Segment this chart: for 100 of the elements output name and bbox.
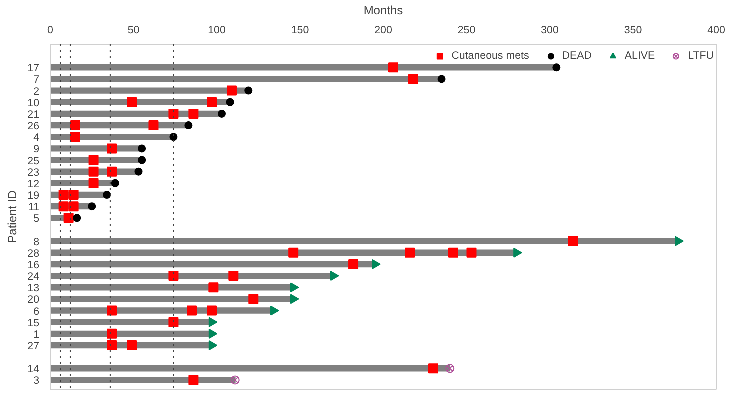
y-tick-label: 2 bbox=[34, 86, 40, 98]
point bbox=[188, 108, 199, 119]
point bbox=[208, 328, 218, 339]
x-tick-label: 0 bbox=[48, 24, 54, 36]
point bbox=[428, 364, 438, 374]
point bbox=[207, 306, 218, 316]
legend-label: LTFU bbox=[688, 50, 714, 62]
point bbox=[675, 236, 684, 246]
y-tick-label: 3 bbox=[34, 375, 40, 388]
point bbox=[448, 248, 458, 258]
point bbox=[68, 190, 79, 200]
point bbox=[111, 179, 120, 188]
legend-label: ALIVE bbox=[624, 50, 656, 62]
point bbox=[552, 64, 561, 72]
legend-label: DEAD bbox=[562, 50, 592, 62]
point bbox=[330, 271, 340, 282]
point bbox=[88, 178, 99, 188]
point bbox=[514, 248, 522, 258]
point bbox=[290, 294, 300, 304]
y-tick-label: 4 bbox=[34, 132, 40, 144]
point bbox=[107, 306, 118, 316]
point bbox=[408, 74, 418, 84]
point bbox=[88, 166, 99, 177]
point bbox=[138, 144, 146, 153]
y-tick-label: 11 bbox=[28, 202, 40, 214]
y-tick-label: 14 bbox=[28, 364, 40, 376]
point bbox=[70, 120, 80, 131]
point bbox=[168, 108, 179, 119]
y-tick-label: 16 bbox=[28, 259, 40, 272]
point bbox=[134, 168, 143, 176]
point bbox=[270, 306, 280, 316]
y-tick-label: 28 bbox=[28, 248, 40, 260]
point bbox=[184, 122, 193, 130]
y-tick-label: 26 bbox=[28, 120, 40, 133]
y-tick-label: 15 bbox=[28, 317, 40, 330]
point bbox=[127, 97, 138, 108]
x-tick-label: 100 bbox=[208, 24, 226, 36]
y-tick-label: 8 bbox=[34, 236, 40, 248]
y-tick-label: 7 bbox=[34, 74, 40, 86]
point bbox=[107, 340, 118, 351]
point bbox=[218, 110, 226, 118]
point bbox=[70, 132, 80, 142]
point bbox=[168, 317, 179, 328]
bar bbox=[50, 377, 236, 384]
point bbox=[103, 191, 112, 199]
x-tick-label: 200 bbox=[374, 24, 392, 36]
y-tick-label: 20 bbox=[28, 294, 40, 306]
point bbox=[388, 62, 398, 73]
point bbox=[226, 98, 234, 106]
point bbox=[208, 340, 218, 351]
point bbox=[372, 259, 381, 270]
x-axis-title: Months bbox=[364, 4, 404, 18]
y-tick-label: 1 bbox=[34, 328, 40, 341]
point bbox=[568, 236, 578, 246]
y-tick-label: 23 bbox=[28, 166, 40, 179]
point bbox=[348, 259, 359, 270]
legend-label: Cutaneous mets bbox=[452, 50, 530, 62]
point bbox=[148, 120, 159, 131]
y-tick-label: 25 bbox=[28, 155, 40, 168]
point bbox=[170, 133, 178, 142]
y-tick-label: 12 bbox=[28, 178, 40, 190]
point bbox=[446, 364, 455, 374]
point bbox=[230, 376, 240, 385]
point bbox=[107, 166, 118, 177]
y-tick-label: 24 bbox=[28, 271, 40, 284]
point bbox=[207, 97, 218, 108]
y-tick-label: 13 bbox=[28, 282, 40, 295]
point bbox=[405, 248, 416, 258]
point bbox=[88, 155, 99, 166]
point bbox=[64, 213, 74, 224]
point bbox=[208, 317, 218, 328]
point bbox=[73, 214, 82, 222]
y-tick-label: 10 bbox=[28, 97, 40, 110]
point bbox=[208, 282, 219, 293]
y-tick-label: 21 bbox=[28, 108, 40, 121]
point bbox=[68, 202, 79, 212]
bar bbox=[50, 366, 451, 372]
point bbox=[107, 144, 118, 154]
point bbox=[58, 190, 69, 200]
point bbox=[226, 86, 237, 96]
point bbox=[438, 75, 446, 84]
point bbox=[188, 375, 199, 386]
point bbox=[107, 328, 118, 339]
y-tick-label: 5 bbox=[34, 213, 40, 226]
x-tick-label: 150 bbox=[291, 24, 310, 36]
point bbox=[127, 340, 138, 351]
point bbox=[248, 294, 259, 304]
point bbox=[187, 306, 198, 316]
y-axis-title: Patient ID bbox=[6, 190, 20, 244]
x-tick-label: 400 bbox=[708, 24, 726, 36]
point bbox=[244, 86, 253, 95]
x-tick-label: 250 bbox=[458, 24, 476, 36]
x-tick-label: 50 bbox=[128, 24, 140, 36]
point bbox=[58, 202, 69, 212]
x-tick-label: 350 bbox=[624, 24, 642, 36]
point bbox=[138, 156, 146, 164]
y-tick-label: 9 bbox=[34, 144, 40, 156]
point bbox=[290, 282, 300, 293]
point bbox=[466, 248, 477, 258]
point bbox=[168, 271, 179, 282]
